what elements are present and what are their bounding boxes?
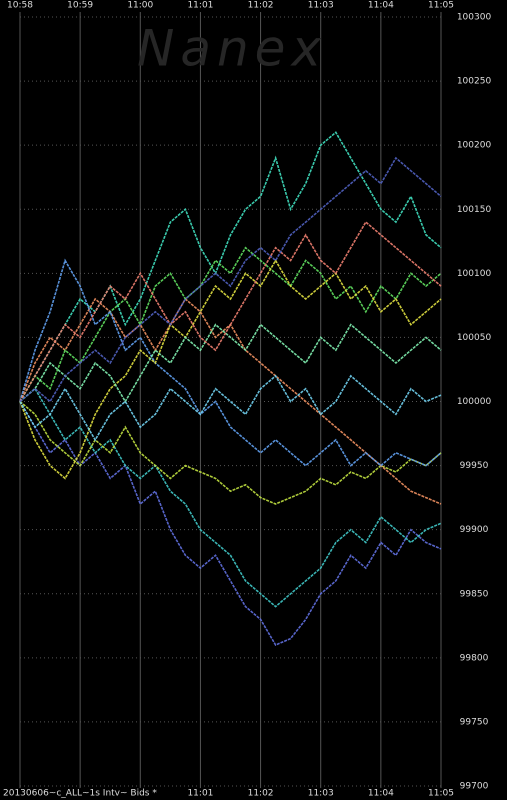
y-tick-label: 100200 — [457, 141, 492, 151]
y-tick-label: 99800 — [460, 653, 489, 663]
series-line — [19, 246, 442, 402]
y-tick-label: 100300 — [457, 13, 492, 23]
y-tick-label: 99700 — [460, 782, 489, 792]
series-line — [19, 323, 442, 404]
x-tick-label: 11:03 — [308, 789, 334, 799]
series-line — [19, 156, 442, 403]
y-tick-label: 99900 — [460, 525, 489, 535]
y-tick-label: 99750 — [460, 717, 489, 727]
watermark: Nanex — [137, 20, 327, 78]
x-tick-label: 11:01 — [187, 789, 213, 799]
x-tick-label: 11:03 — [308, 1, 334, 11]
y-tick-label: 99850 — [460, 589, 489, 599]
series-line — [19, 387, 442, 608]
series-line — [19, 400, 442, 505]
y-tick-label: 100000 — [457, 397, 492, 407]
footer-label: 20130606~c_ALL~1s Intv~ Bids * — [3, 789, 157, 799]
y-tick-label: 99950 — [460, 461, 489, 471]
series-line — [19, 258, 442, 480]
y-tick-label: 100050 — [457, 333, 492, 343]
x-tick-label: 11:05 — [428, 789, 454, 799]
x-tick-label: 10:58 — [7, 1, 33, 11]
series-line — [19, 220, 442, 402]
y-tick-label: 100150 — [457, 205, 492, 215]
y-tick-label: 100250 — [457, 77, 492, 87]
x-tick-label: 11:01 — [187, 1, 213, 11]
x-tick-label: 11:05 — [428, 1, 454, 11]
x-tick-label: 11:00 — [127, 1, 153, 11]
series-line — [19, 401, 442, 647]
series-line — [19, 258, 442, 467]
x-tick-label: 11:02 — [248, 789, 274, 799]
x-tick-label: 11:04 — [368, 789, 394, 799]
series-line — [19, 374, 442, 442]
x-tick-label: 11:04 — [368, 1, 394, 11]
x-tick-label: 11:02 — [248, 1, 274, 11]
x-tick-label: 10:59 — [67, 1, 93, 11]
y-tick-label: 100100 — [457, 269, 492, 279]
